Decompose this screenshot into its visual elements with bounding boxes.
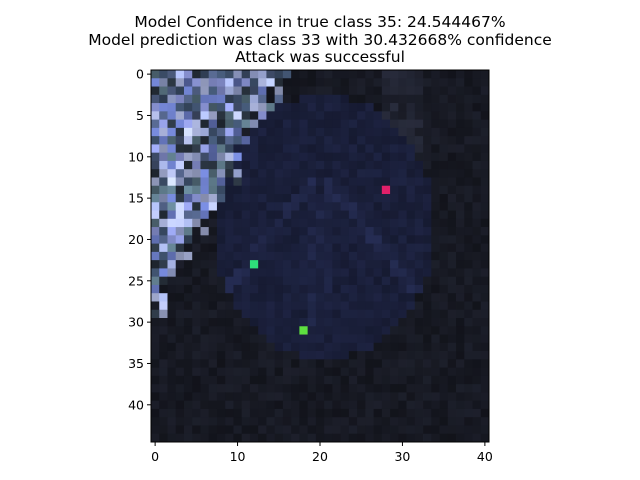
image-pixels bbox=[151, 70, 490, 443]
x-tick-label-10: 10 bbox=[230, 449, 246, 464]
perturbed-pixels bbox=[249, 185, 391, 335]
y-tick-label-0: 0 bbox=[136, 67, 144, 82]
y-tick-label-15: 15 bbox=[128, 191, 144, 206]
x-tick-label-40: 40 bbox=[477, 449, 493, 464]
title-line-3: Attack was successful bbox=[235, 48, 405, 66]
y-tick-label-5: 5 bbox=[136, 108, 144, 123]
perturbed-pixel-1 bbox=[381, 185, 391, 194]
y-tick-label-35: 35 bbox=[128, 356, 144, 371]
x-tick-label-30: 30 bbox=[394, 449, 410, 464]
y-tick-label-25: 25 bbox=[128, 273, 144, 288]
y-tick-label-20: 20 bbox=[128, 232, 144, 247]
y-tick-label-40: 40 bbox=[128, 397, 144, 412]
x-tick-label-0: 0 bbox=[151, 449, 159, 464]
perturbed-pixel-2 bbox=[249, 260, 259, 269]
x-axis: 0 10 20 30 40 bbox=[151, 442, 493, 464]
y-tick-label-10: 10 bbox=[128, 149, 144, 164]
title-line-1: Model Confidence in true class 35: 24.54… bbox=[134, 13, 505, 31]
y-axis: 0 5 10 15 20 25 30 35 40 bbox=[128, 67, 151, 412]
title-line-2: Model prediction was class 33 with 30.43… bbox=[88, 31, 552, 49]
x-tick-label-20: 20 bbox=[312, 449, 328, 464]
y-tick-label-30: 30 bbox=[128, 315, 144, 330]
perturbed-pixel-3 bbox=[299, 326, 308, 335]
